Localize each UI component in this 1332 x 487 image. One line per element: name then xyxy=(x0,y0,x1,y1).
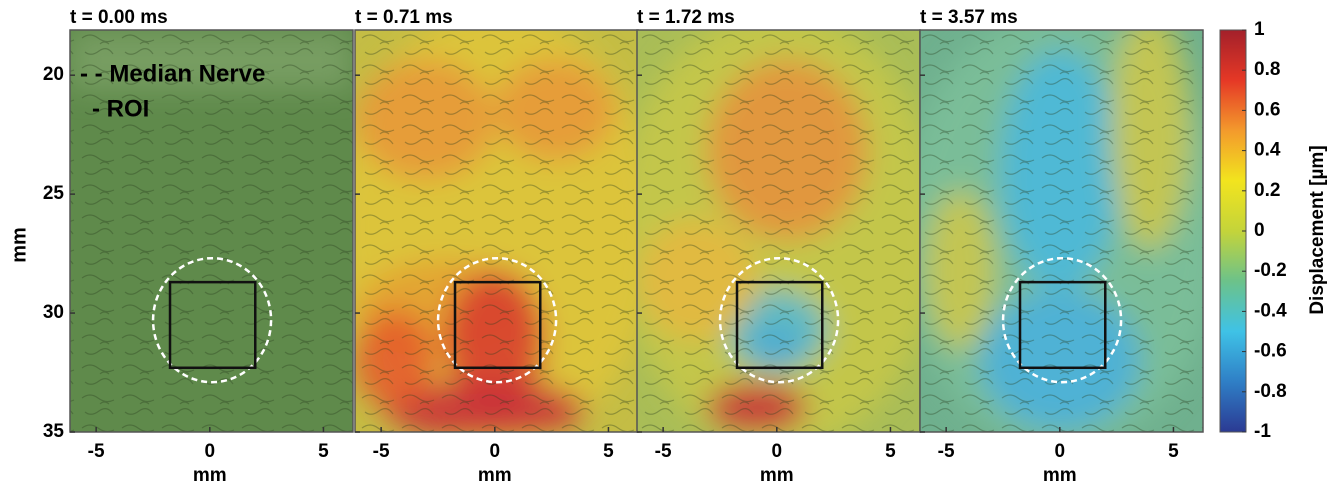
colorbar-tick-label: -0.4 xyxy=(1254,300,1287,321)
image-panel xyxy=(901,10,1221,450)
x-tick-label: 5 xyxy=(318,441,329,462)
y-tick-label: 30 xyxy=(43,302,64,323)
colorbar-tick-label: 0.4 xyxy=(1254,140,1281,161)
colorbar-label: Displacement [µm] xyxy=(1307,145,1328,314)
x-axis-label: mm xyxy=(1043,465,1077,486)
legend-entry: - - Median Nerve xyxy=(80,60,265,87)
y-tick-label: 25 xyxy=(43,183,65,204)
panel-title: t = 0.00 ms xyxy=(70,7,168,28)
x-tick-label: 0 xyxy=(205,441,216,462)
x-tick-label: 0 xyxy=(772,441,783,462)
x-tick-label: -5 xyxy=(655,441,672,462)
colorbar-tick-label: -0.2 xyxy=(1254,260,1287,281)
y-axis-label: mm xyxy=(8,227,30,263)
x-tick-label: 5 xyxy=(1168,441,1179,462)
legend-entry: - ROI xyxy=(92,95,149,122)
panel-title: t = 1.72 ms xyxy=(637,7,735,28)
x-tick-label: 5 xyxy=(885,441,896,462)
panel-title: t = 3.57 ms xyxy=(920,7,1018,28)
x-axis-label: mm xyxy=(760,465,794,486)
panel-title: t = 0.71 ms xyxy=(355,7,453,28)
speckle xyxy=(920,30,1203,432)
colorbar-tick-label: 0.8 xyxy=(1254,59,1280,80)
image-panel xyxy=(70,30,353,432)
x-tick-label: -5 xyxy=(88,441,105,462)
colorbar-tick-label: -0.6 xyxy=(1254,341,1287,362)
x-tick-label: 5 xyxy=(603,441,614,462)
x-axis-label: mm xyxy=(478,465,512,486)
colorbar-tick-label: 0 xyxy=(1254,220,1265,241)
x-tick-label: -5 xyxy=(938,441,955,462)
speckle xyxy=(70,30,353,432)
colorbar-tick-label: -0.8 xyxy=(1254,381,1287,402)
colorbar-tick-label: 0.2 xyxy=(1254,180,1280,201)
x-tick-label: 0 xyxy=(1055,441,1066,462)
image-panel xyxy=(336,10,656,450)
x-axis-label: mm xyxy=(193,465,227,486)
image-panel xyxy=(618,10,938,450)
figure: mm t = 0.00 ms -5 0 5 mm 20 25 30 35 t = 0.71 ms -… xyxy=(0,0,1332,487)
y-tick-label: 20 xyxy=(43,64,64,85)
speckle xyxy=(355,30,638,432)
x-tick-label: -5 xyxy=(373,441,390,462)
colorbar-tick-label: 1 xyxy=(1254,19,1265,40)
speckle xyxy=(637,30,920,432)
y-tick-label: 35 xyxy=(43,421,65,442)
x-tick-label: 0 xyxy=(490,441,501,462)
colorbar-tick-label: -1 xyxy=(1254,421,1271,442)
colorbar-tick-label: 0.6 xyxy=(1254,99,1280,120)
